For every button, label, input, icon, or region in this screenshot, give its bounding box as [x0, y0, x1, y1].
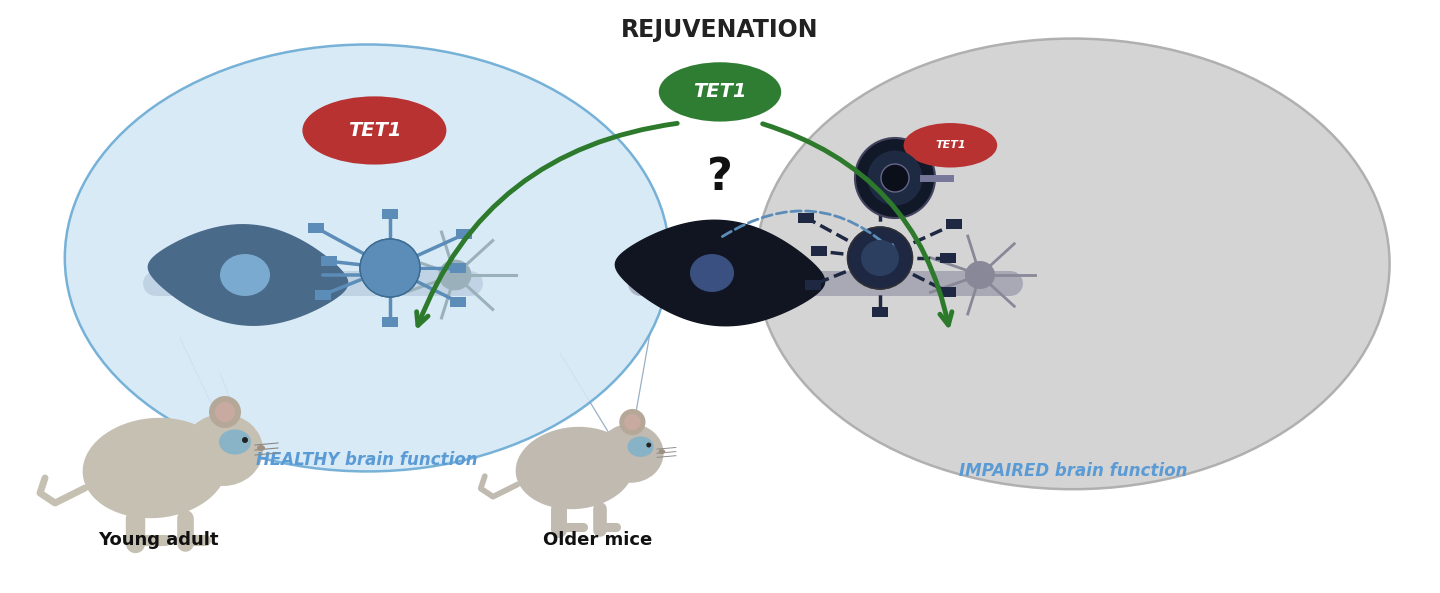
Text: Young adult: Young adult	[98, 531, 219, 549]
Ellipse shape	[439, 260, 471, 291]
Ellipse shape	[65, 44, 670, 471]
Text: IMPAIRED brain function: IMPAIRED brain function	[959, 463, 1187, 480]
Text: TET1: TET1	[347, 121, 402, 140]
Ellipse shape	[619, 409, 645, 435]
Polygon shape	[615, 220, 825, 326]
Ellipse shape	[658, 62, 782, 122]
FancyBboxPatch shape	[873, 199, 888, 209]
Ellipse shape	[82, 418, 228, 518]
FancyBboxPatch shape	[811, 246, 827, 256]
FancyBboxPatch shape	[798, 212, 814, 222]
Ellipse shape	[848, 227, 913, 289]
Ellipse shape	[867, 151, 923, 206]
Ellipse shape	[965, 261, 995, 289]
FancyBboxPatch shape	[382, 209, 397, 219]
Ellipse shape	[904, 123, 996, 168]
FancyBboxPatch shape	[314, 290, 331, 300]
Ellipse shape	[360, 239, 420, 297]
FancyBboxPatch shape	[939, 253, 956, 263]
Ellipse shape	[861, 240, 899, 276]
Text: ?: ?	[707, 157, 733, 199]
Ellipse shape	[242, 437, 248, 443]
FancyBboxPatch shape	[456, 229, 472, 239]
FancyBboxPatch shape	[321, 256, 337, 266]
Ellipse shape	[598, 424, 664, 483]
Text: TET1: TET1	[693, 82, 747, 101]
Ellipse shape	[647, 442, 651, 448]
FancyBboxPatch shape	[449, 263, 465, 273]
FancyBboxPatch shape	[308, 222, 324, 232]
Ellipse shape	[516, 427, 635, 509]
Ellipse shape	[256, 445, 265, 451]
Ellipse shape	[848, 227, 913, 289]
Ellipse shape	[628, 436, 654, 457]
Ellipse shape	[690, 254, 734, 292]
Text: Older mice: Older mice	[543, 531, 652, 549]
Ellipse shape	[183, 414, 264, 486]
FancyBboxPatch shape	[449, 296, 465, 307]
Ellipse shape	[881, 164, 909, 192]
Ellipse shape	[209, 396, 240, 428]
Ellipse shape	[360, 239, 420, 297]
Ellipse shape	[756, 39, 1390, 489]
FancyBboxPatch shape	[946, 219, 962, 229]
Text: REJUVENATION: REJUVENATION	[621, 18, 819, 42]
Ellipse shape	[302, 96, 446, 165]
Ellipse shape	[215, 402, 235, 422]
FancyBboxPatch shape	[873, 307, 888, 317]
Ellipse shape	[220, 254, 271, 296]
Ellipse shape	[624, 414, 641, 431]
FancyBboxPatch shape	[805, 280, 821, 290]
Ellipse shape	[855, 138, 935, 218]
Ellipse shape	[658, 449, 665, 454]
FancyBboxPatch shape	[939, 287, 956, 296]
Text: TET1: TET1	[935, 141, 966, 150]
Polygon shape	[148, 225, 347, 325]
Text: HEALTHY brain function: HEALTHY brain function	[256, 451, 478, 468]
Ellipse shape	[219, 429, 251, 454]
FancyBboxPatch shape	[382, 317, 397, 327]
